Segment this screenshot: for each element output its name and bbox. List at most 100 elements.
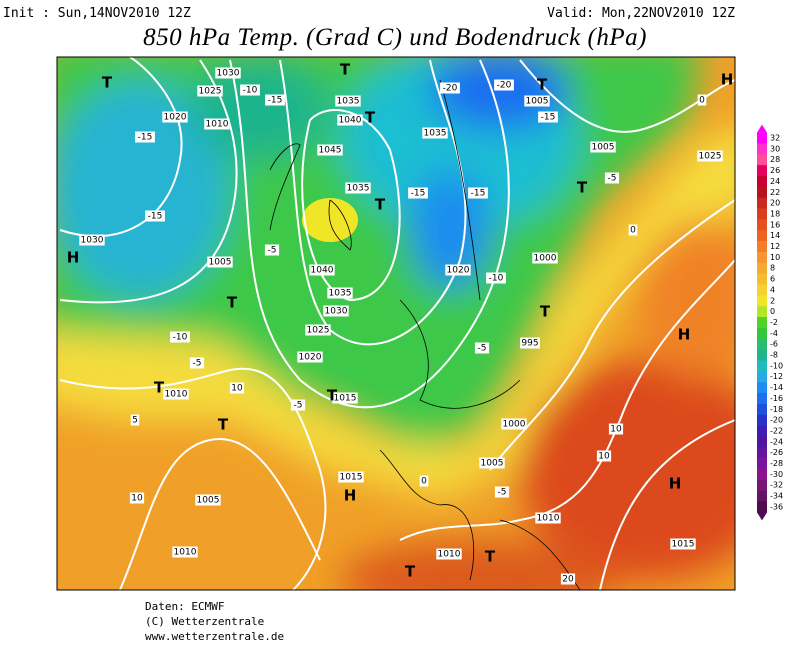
- footer-line: Daten: ECMWF: [145, 600, 224, 613]
- isobar-label-bg: [697, 150, 723, 162]
- isobar-label-bg: [345, 182, 371, 194]
- colorbar-label: 6: [770, 275, 775, 284]
- isobar-label-bg: [265, 94, 285, 106]
- isobar-label: -10: [489, 274, 504, 284]
- isobar-label: 1010: [438, 550, 461, 560]
- isobar-label-bg: [422, 127, 448, 139]
- isobar-label-bg: [524, 95, 550, 107]
- pressure-center: T: [537, 76, 548, 94]
- colorbar-label: 28: [770, 155, 780, 164]
- isobar-label: -15: [541, 113, 556, 123]
- pressure-center: H: [669, 475, 682, 493]
- isobar-label: 1040: [339, 116, 362, 126]
- colorbar-swatch: [757, 327, 767, 340]
- isobar-label: 1005: [209, 258, 232, 268]
- pressure-center: T: [577, 179, 588, 197]
- colorbar-label: -16: [770, 394, 783, 403]
- isobar-label: 1025: [199, 87, 222, 97]
- isobar-label-bg: [264, 244, 280, 256]
- isobar-label: -20: [443, 84, 458, 94]
- isobar-label: 1030: [81, 236, 104, 246]
- colorbar-swatch: [757, 371, 767, 383]
- isobar-label-bg: [596, 450, 612, 462]
- isobar-label: 0: [421, 477, 427, 487]
- colorbar-swatch: [757, 165, 767, 177]
- isobar-label: 20: [562, 575, 574, 585]
- isobar-label-bg: [408, 187, 428, 199]
- colorbar-swatch: [757, 230, 767, 242]
- isobar-label: 0: [630, 226, 636, 236]
- isobar-label-bg: [229, 382, 245, 394]
- isobar-label-bg: [290, 399, 306, 411]
- pressure-center: T: [405, 563, 416, 581]
- colorbar-swatch: [757, 349, 767, 361]
- colorbar-label: 26: [770, 166, 780, 175]
- colorbar-label: -12: [770, 372, 783, 381]
- colorbar-label: -34: [770, 492, 783, 501]
- isobar-label-bg: [309, 264, 335, 276]
- colorbar-label: -36: [770, 502, 783, 511]
- colorbar-label: -4: [770, 329, 778, 338]
- colorbar-swatch: [757, 468, 767, 481]
- isobar-label: 1015: [672, 540, 695, 550]
- isobar-label-bg: [474, 342, 490, 354]
- pressure-center: H: [67, 249, 80, 267]
- isobar-label-bg: [145, 210, 165, 222]
- isobar-label: 1005: [592, 143, 615, 153]
- colorbar-label: -28: [770, 459, 783, 468]
- isobar-label: 0: [699, 96, 705, 106]
- colorbar-label: 22: [770, 188, 780, 197]
- colorbar-swatch: [757, 392, 767, 405]
- isobar-label-bg: [332, 392, 358, 404]
- isobar-label: 1045: [319, 146, 342, 156]
- isobar-label: 1015: [334, 394, 357, 404]
- isobar-label-bg: [297, 351, 323, 363]
- isobar-label: 1020: [164, 113, 187, 123]
- isobar-label-bg: [327, 287, 353, 299]
- isobar-label: -15: [268, 96, 283, 106]
- isobar-label-bg: [305, 324, 331, 336]
- isobar-label: 1025: [307, 326, 330, 336]
- isobar-label: -5: [498, 488, 507, 498]
- map-title: 850 hPa Temp. (Grad C) und Bodendruck (h…: [143, 24, 647, 51]
- isobar-label-bg: [335, 95, 361, 107]
- isobar-label-bg: [195, 494, 221, 506]
- isobar-label-bg: [337, 114, 363, 126]
- isobar-label: -5: [193, 359, 202, 369]
- colorbar-label: -6: [770, 340, 778, 349]
- colorbar-swatch: [757, 273, 767, 285]
- map-frame: [56, 56, 736, 591]
- colorbar-swatch: [757, 501, 767, 513]
- colorbar-label: 32: [770, 134, 780, 143]
- colorbar-swatch: [757, 186, 767, 198]
- colorbar-swatch: [757, 284, 767, 296]
- isobar-label-bg: [197, 85, 223, 97]
- colorbar-swatch: [757, 490, 767, 502]
- isobar-label-bg: [535, 512, 561, 524]
- isobar-label: 1000: [534, 254, 557, 264]
- pressure-center: T: [340, 61, 351, 79]
- isobar-label-bg: [204, 118, 230, 130]
- isobar-label-bg: [130, 414, 140, 426]
- colorbar-label: -20: [770, 416, 783, 425]
- colorbar-swatch: [757, 208, 767, 220]
- colorbar-label: -2: [770, 318, 778, 327]
- isobar-label-bg: [419, 475, 429, 487]
- colorbar-label: 16: [770, 220, 780, 229]
- isobar-label: 1010: [537, 514, 560, 524]
- footer-line: (C) Wetterzentrale: [145, 615, 264, 628]
- colorbar-swatch: [757, 479, 767, 491]
- isobar-label-bg: [697, 94, 707, 106]
- colorbar-label: 2: [770, 296, 775, 305]
- colorbar-label: -24: [770, 437, 783, 446]
- pressure-center: H: [721, 71, 734, 89]
- isobar-label: 10: [131, 494, 143, 504]
- colorbar-swatch: [757, 262, 767, 274]
- isobar-label: -5: [294, 401, 303, 411]
- isobar-label-bg: [670, 538, 696, 550]
- colorbar-swatch: [757, 382, 767, 394]
- isobar-label: -5: [268, 246, 277, 256]
- isobar-label-bg: [608, 423, 624, 435]
